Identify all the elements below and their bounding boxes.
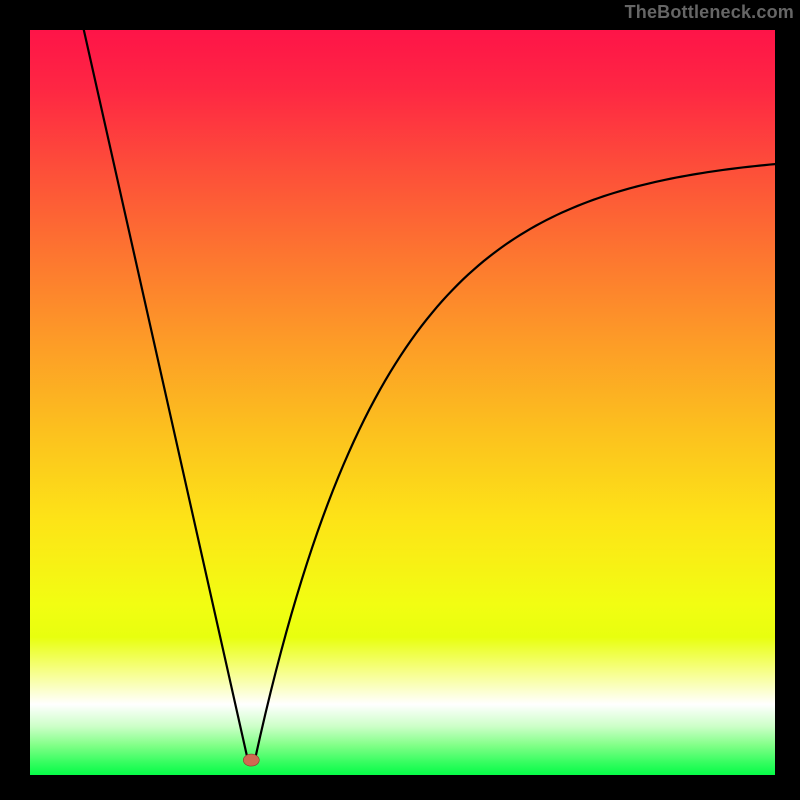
- optimal-point-marker: [243, 754, 259, 766]
- chart-plot-background: [30, 30, 775, 775]
- watermark-text: TheBottleneck.com: [625, 2, 794, 23]
- bottleneck-curve-chart: [0, 0, 800, 800]
